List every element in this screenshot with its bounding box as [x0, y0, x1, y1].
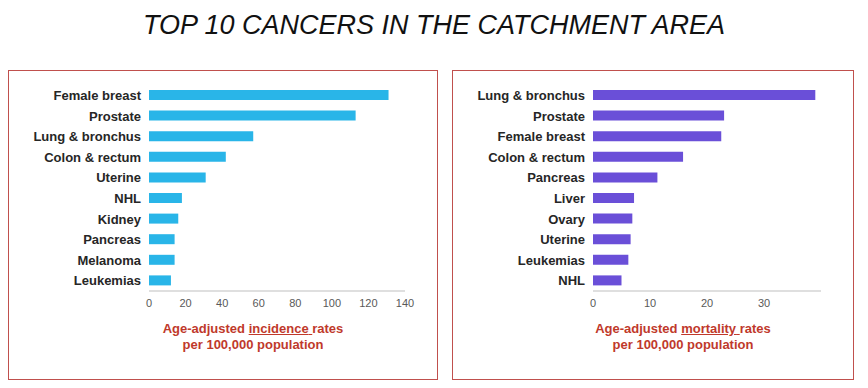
html-text:Age-adjusted mortality rates: Age-adjusted mortality rates: [595, 321, 771, 336]
svg-text:20: 20: [701, 297, 713, 309]
html-text:per 100,000 population: per 100,000 population: [182, 337, 324, 352]
svg-text:Liver: Liver: [554, 191, 585, 206]
html-text:per 100,000 population: per 100,000 population: [612, 337, 754, 352]
svg-text:60: 60: [253, 297, 265, 309]
svg-text:Pancreas: Pancreas: [527, 170, 585, 185]
svg-text:Female breast: Female breast: [54, 88, 142, 103]
svg-text:140: 140: [396, 297, 414, 309]
svg-text:0: 0: [590, 297, 596, 309]
svg-text:100: 100: [323, 297, 341, 309]
svg-text:Lung & bronchus: Lung & bronchus: [477, 88, 585, 103]
html-text:Age-adjusted incidence rates: Age-adjusted incidence rates: [162, 321, 344, 336]
svg-text:Prostate: Prostate: [89, 109, 141, 124]
html-text:TOP 10 CANCERS IN THE CATCHMEN: TOP 10 CANCERS IN THE CATCHMENT AREA: [143, 10, 725, 40]
svg-text:NHL: NHL: [558, 273, 585, 288]
svg-text:Leukemias: Leukemias: [74, 273, 141, 288]
svg-text:Ovary: Ovary: [548, 212, 586, 227]
svg-text:Kidney: Kidney: [98, 212, 142, 227]
svg-text:NHL: NHL: [114, 191, 141, 206]
svg-text:Colon & rectum: Colon & rectum: [44, 150, 141, 165]
svg-text:Melanoma: Melanoma: [77, 253, 141, 268]
svg-text:20: 20: [179, 297, 191, 309]
svg-text:Prostate: Prostate: [533, 109, 585, 124]
svg-text:Pancreas: Pancreas: [83, 232, 141, 247]
svg-text:Female breast: Female breast: [498, 129, 586, 144]
svg-text:Colon & rectum: Colon & rectum: [488, 150, 585, 165]
svg-text:Leukemias: Leukemias: [518, 253, 585, 268]
svg-text:120: 120: [359, 297, 377, 309]
svg-text:0: 0: [146, 297, 152, 309]
svg-text:Uterine: Uterine: [96, 170, 141, 185]
svg-text:80: 80: [289, 297, 301, 309]
svg-text:Uterine: Uterine: [540, 232, 585, 247]
svg-text:Lung & bronchus: Lung & bronchus: [33, 129, 141, 144]
svg-text:30: 30: [758, 297, 770, 309]
svg-text:10: 10: [644, 297, 656, 309]
svg-text:40: 40: [216, 297, 228, 309]
